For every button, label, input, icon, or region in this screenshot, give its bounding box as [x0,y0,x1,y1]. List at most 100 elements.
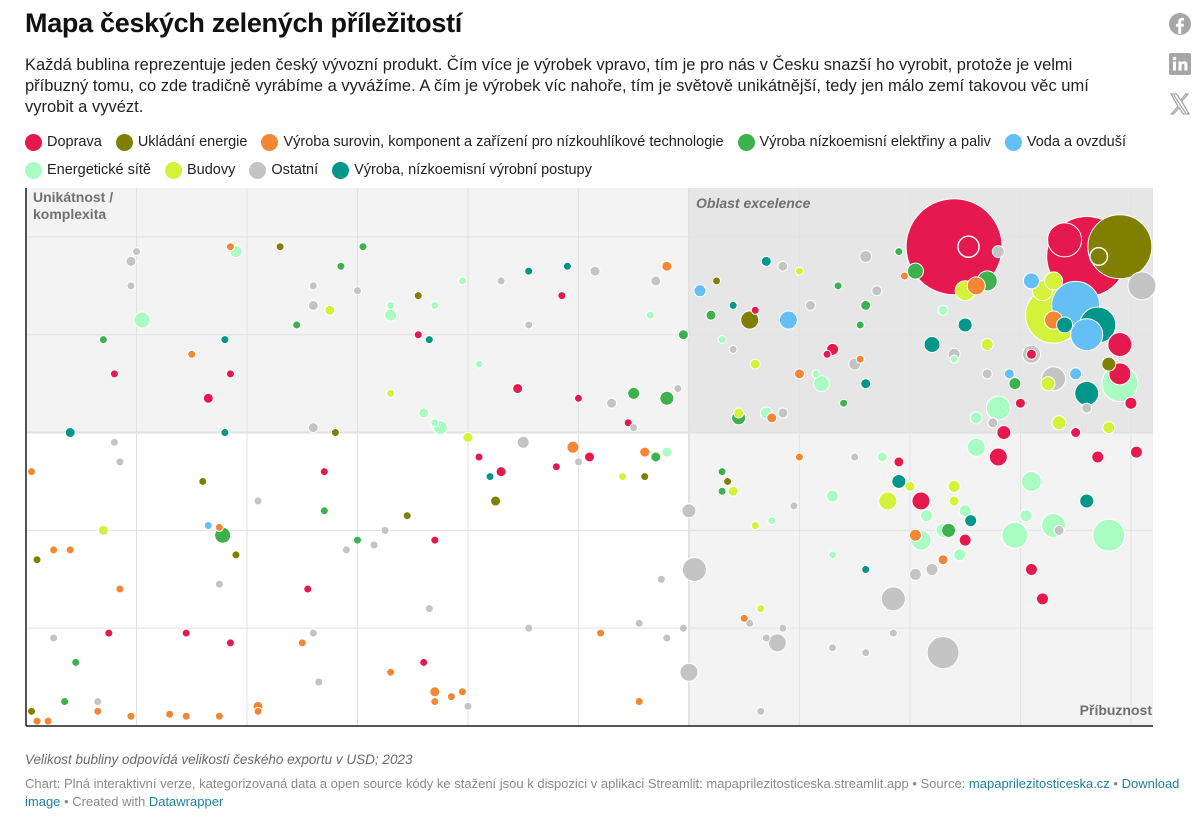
source-link[interactable]: mapaprilezitosticeska.cz [968,776,1110,791]
bubble-doprava [495,466,507,478]
bubble-doprava [911,491,931,511]
bubble-doprava [750,305,760,315]
bubble-postupy [1056,316,1074,334]
legend-swatch [25,162,42,179]
bubble-site [384,308,398,322]
chart-notes: Velikost bubliny odpovídá velikosti česk… [25,752,413,767]
bubble-voda [1022,272,1040,290]
bubble-elektrina [839,398,849,408]
bubble-ostatni [777,260,789,272]
bubble-site [966,437,986,457]
bubble-ukladani [723,476,733,486]
bubble-doprava [303,584,313,594]
bubble-elektrina [352,535,362,545]
bubble-ukladani [740,310,760,330]
bubble-suroviny [165,709,175,719]
bubble-doprava [551,462,561,472]
bubble-doprava [1070,427,1082,439]
bubble-postupy [861,564,871,574]
bubble-suroviny [429,686,441,698]
bubble-site [1020,470,1042,492]
legend-swatch [737,134,755,151]
bubble-elektrina [855,320,865,330]
bubble-site [430,418,440,428]
legend-label: Voda a ovzduší [1026,134,1127,150]
bubble-postupy [220,428,230,438]
bubble-doprava [181,628,191,638]
bubble-doprava [1124,396,1138,410]
bubble-ostatni [662,633,672,643]
bubble-ostatni [524,623,534,633]
legend-item-ostatni: Ostatní [249,159,318,182]
bubble-suroviny [766,412,778,424]
bubble-budovy [727,485,739,497]
bubble-site [133,311,151,329]
bubble-postupy [1074,380,1100,406]
bubble-budovy [980,338,994,352]
bubble-ostatni [352,286,362,296]
quadrant-bottom-right [688,432,1153,726]
bubble-doprava [996,425,1012,441]
bubble-site [813,375,831,393]
legend-swatch [1004,134,1022,151]
bubble-suroviny [214,711,224,721]
bubble-doprava [109,369,119,379]
bubble-elektrina [941,522,957,538]
bubble-ostatni [115,457,125,467]
bubble-ostatni [307,422,319,434]
bubble-suroviny [225,242,235,252]
bubble-budovy [1051,415,1067,431]
page-title: Mapa českých zelených příležitostí [25,8,462,38]
bubble-voda [1003,368,1015,380]
bubble-ostatni [131,247,141,257]
bubble-site [985,395,1011,421]
share-linkedin-button[interactable] [1168,52,1192,76]
download-image-link[interactable]: Download image [25,776,1180,809]
share-x-button[interactable] [1168,92,1192,116]
legend-item-ukladani: Ukládání energie [115,131,247,154]
bubble-site [645,310,655,320]
bubble-ostatni [767,633,787,653]
bubble-elektrina [336,261,346,271]
bubble-budovy [1044,271,1064,291]
bubble-elektrina [627,386,641,400]
bubble-ostatni [93,697,103,707]
bubble-suroviny [566,440,580,454]
bubble-suroviny [966,276,986,296]
bubble-suroviny [65,545,75,555]
bubble-ukladani [413,291,423,301]
bubble-ostatni [678,623,688,633]
bubble-ostatni [650,275,662,287]
bubble-ostatni [308,628,318,638]
bubble-doprava [104,628,114,638]
bubble-elektrina [717,486,727,496]
bubble-ostatni [859,249,873,263]
bubble-suroviny [27,467,37,477]
legend-swatch [249,162,267,179]
bubble-postupy [860,378,872,390]
bubble-budovy [904,480,916,492]
bubble-budovy [386,388,396,398]
bubble-ostatni [981,368,993,380]
bubble-ostatni [109,437,119,447]
share-facebook-button[interactable] [1168,12,1192,36]
chart-legend: Doprava Ukládání energie Výroba surovin, k… [25,131,1155,187]
datawrapper-link[interactable]: Datawrapper [148,794,224,809]
legend-swatch [164,162,182,179]
bubble-postupy [524,266,534,276]
bubble-suroviny [430,697,440,707]
bubble-site [1092,518,1126,552]
bubble-ukladani [275,242,285,252]
bubble-ostatni [314,677,324,687]
legend-swatch [332,162,350,179]
bubble-site [969,411,983,425]
bubble-elektrina [833,281,843,291]
bubble-budovy [1102,421,1116,435]
bubble-ostatni [125,255,137,267]
bubble-ostatni [925,562,939,576]
bubble-suroviny [639,446,651,458]
bubble-ostatni [728,344,738,354]
bubble-doprava [1091,450,1105,464]
bubble-suroviny [661,260,673,272]
bubble-suroviny [739,613,749,623]
